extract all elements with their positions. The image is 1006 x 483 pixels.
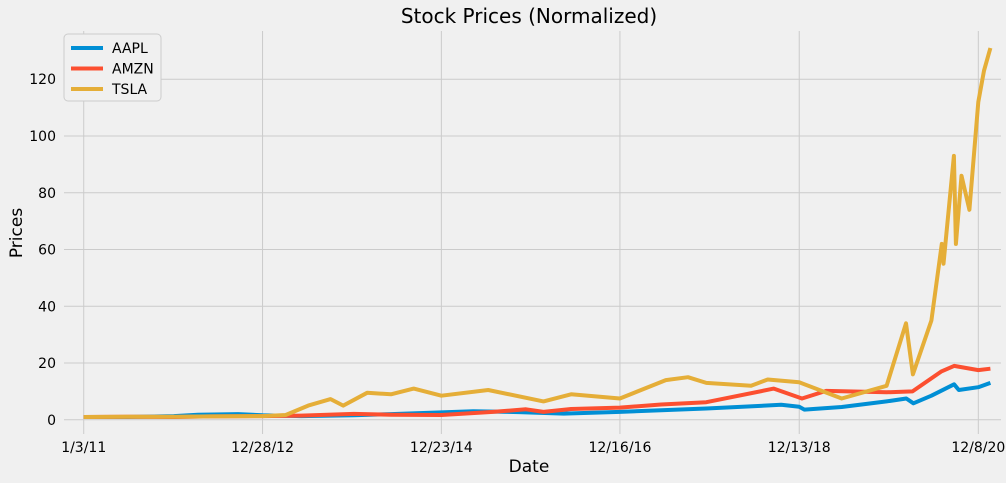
chart-title: Stock Prices (Normalized) (401, 4, 657, 28)
x-axis-label: Date (509, 457, 550, 477)
legend-label-amzn: AMZN (112, 62, 154, 78)
y-tick-label: 100 (29, 129, 56, 145)
series-line-tsla (83, 47, 993, 419)
x-tick-label: 12/8/20 (951, 440, 1005, 456)
legend: AAPL AMZN TSLA (63, 33, 162, 102)
legend-label-tsla: TSLA (111, 82, 148, 98)
tick-layer: 1/3/11 12/28/12 12/23/14 12/16/16 12/13/18 12… (29, 72, 1005, 456)
plot-area (64, 31, 1001, 434)
x-tick-label: 12/13/18 (768, 440, 831, 456)
series-layer (83, 47, 993, 419)
y-tick-label: 20 (38, 356, 56, 372)
y-tick-label: 80 (38, 186, 56, 202)
y-tick-label: 40 (38, 299, 56, 315)
y-tick-label: 120 (29, 72, 56, 88)
x-tick-label: 1/3/11 (61, 440, 106, 456)
y-axis-label: Prices (7, 208, 27, 258)
y-tick-label: 0 (47, 413, 56, 429)
legend-box (63, 33, 162, 102)
legend-label-aapl: AAPL (112, 41, 148, 57)
x-tick-label: 12/16/16 (588, 440, 651, 456)
x-tick-label: 12/28/12 (231, 440, 294, 456)
y-tick-label: 60 (38, 243, 56, 259)
x-tick-label: 12/23/14 (410, 440, 473, 456)
